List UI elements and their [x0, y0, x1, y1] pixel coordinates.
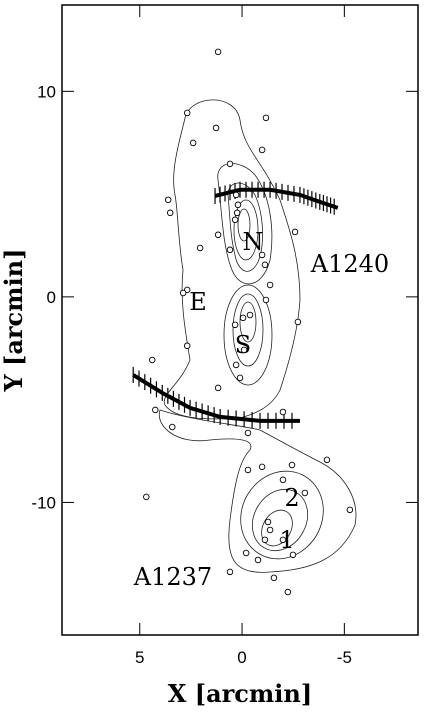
x-tick-label: 5	[135, 648, 144, 667]
y-tick-label: 10	[37, 82, 56, 101]
galaxy	[264, 518, 272, 526]
galaxy	[214, 48, 222, 56]
galaxy	[214, 384, 222, 392]
galaxy	[196, 244, 204, 252]
contours	[158, 99, 357, 573]
galaxy	[279, 408, 287, 416]
contour	[158, 409, 357, 573]
galaxy	[179, 289, 187, 297]
galaxy	[246, 311, 254, 319]
contour	[240, 470, 324, 560]
galaxy	[240, 346, 248, 354]
annotation: A1240	[310, 250, 389, 278]
radio-relic	[132, 373, 300, 423]
galaxy	[233, 209, 241, 217]
galaxy	[244, 466, 252, 474]
galaxy	[261, 261, 269, 269]
galaxy	[244, 429, 252, 437]
galaxy	[148, 356, 156, 364]
annotation: N	[243, 228, 264, 256]
galaxy	[166, 209, 174, 217]
galaxy	[266, 281, 274, 289]
galaxy	[242, 549, 250, 557]
contour	[239, 301, 257, 343]
x-tick-label: -5	[337, 648, 352, 667]
y-tick-label: 0	[47, 288, 56, 307]
contour	[251, 488, 309, 552]
galaxy	[262, 114, 270, 122]
galaxy	[152, 406, 159, 414]
galaxy	[236, 374, 244, 382]
galaxy	[143, 493, 150, 501]
galaxy	[254, 556, 262, 564]
galaxy	[301, 489, 309, 497]
plot-frame	[61, 4, 419, 636]
galaxy	[258, 251, 266, 259]
contour	[163, 99, 301, 420]
galaxy	[164, 196, 172, 204]
annotation: 2	[284, 484, 299, 512]
galaxy	[226, 160, 234, 168]
galaxy	[262, 296, 270, 304]
galaxy	[261, 536, 269, 544]
galaxy	[294, 318, 302, 326]
x-axis-label: X [arcmin]	[168, 679, 312, 708]
galaxy	[226, 568, 234, 576]
y-tick-label: -10	[31, 493, 56, 512]
contour	[232, 293, 264, 367]
galaxy	[231, 321, 239, 329]
galaxy	[234, 201, 242, 209]
contour	[217, 163, 273, 285]
galaxy	[288, 461, 296, 469]
galaxy	[183, 109, 191, 117]
annotation: E	[189, 288, 207, 316]
radio-relic	[214, 187, 339, 210]
galaxy	[239, 314, 247, 322]
galaxy	[232, 361, 240, 369]
galaxy	[231, 216, 239, 224]
contour	[223, 284, 273, 386]
galaxy	[232, 191, 240, 199]
galaxy	[258, 146, 266, 154]
galaxy	[284, 588, 292, 596]
galaxy	[289, 551, 297, 559]
contour	[261, 509, 293, 547]
galaxy	[291, 228, 299, 236]
annotation: A1237	[133, 563, 212, 591]
galaxy	[270, 574, 278, 582]
galaxy	[214, 231, 222, 239]
y-axis-label: Y [arcmin]	[0, 249, 28, 393]
annotation: S	[235, 331, 251, 359]
x-tick-label: 0	[237, 648, 246, 667]
galaxy	[323, 456, 331, 464]
galaxy	[279, 536, 287, 544]
galaxy	[183, 342, 191, 350]
galaxy	[212, 124, 220, 132]
galaxy	[169, 423, 176, 431]
contour	[237, 208, 251, 242]
annotation: 1	[279, 526, 294, 554]
galaxy	[258, 463, 266, 471]
galaxy	[266, 526, 274, 534]
galaxy	[226, 246, 234, 254]
galaxy	[189, 139, 197, 147]
galaxy	[279, 476, 287, 484]
galaxy	[346, 506, 354, 514]
contour	[233, 199, 259, 261]
